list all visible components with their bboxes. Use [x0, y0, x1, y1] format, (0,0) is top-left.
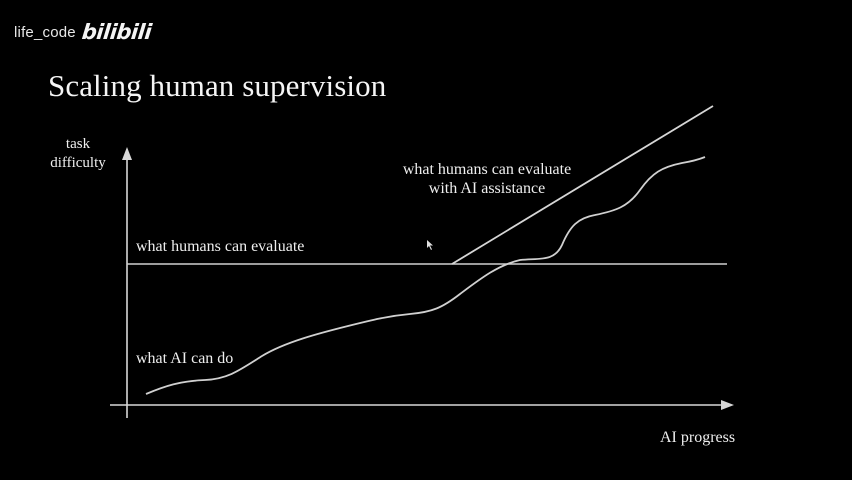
y-axis-label-line-2: difficulty — [50, 154, 106, 171]
assisted-evaluate-line — [451, 105, 714, 265]
assisted-evaluate-label: what humans can evaluate with AI assista… — [378, 160, 596, 198]
y-axis-label: task difficulty — [38, 135, 118, 173]
assisted-evaluate-label-line-2: with AI assistance — [428, 180, 546, 198]
ai-capability-label: what AI can do — [136, 350, 234, 367]
channel-watermark: life_code bilibili — [14, 20, 152, 44]
y-axis-label-line-1: task — [65, 136, 91, 152]
humans-evaluate-label: what humans can evaluate — [136, 238, 305, 255]
ai-capability-curve — [145, 156, 706, 395]
slide-title: Scaling human supervision — [48, 68, 387, 103]
x-axis-arrowhead — [721, 400, 734, 410]
x-axis-label: AI progress — [660, 429, 736, 446]
assisted-evaluate-label-line-1: what humans can evaluate — [402, 161, 572, 178]
mouse-cursor-icon — [427, 240, 433, 250]
watermark-channel-name: life_code — [14, 23, 76, 41]
y-axis-arrowhead — [122, 147, 132, 160]
